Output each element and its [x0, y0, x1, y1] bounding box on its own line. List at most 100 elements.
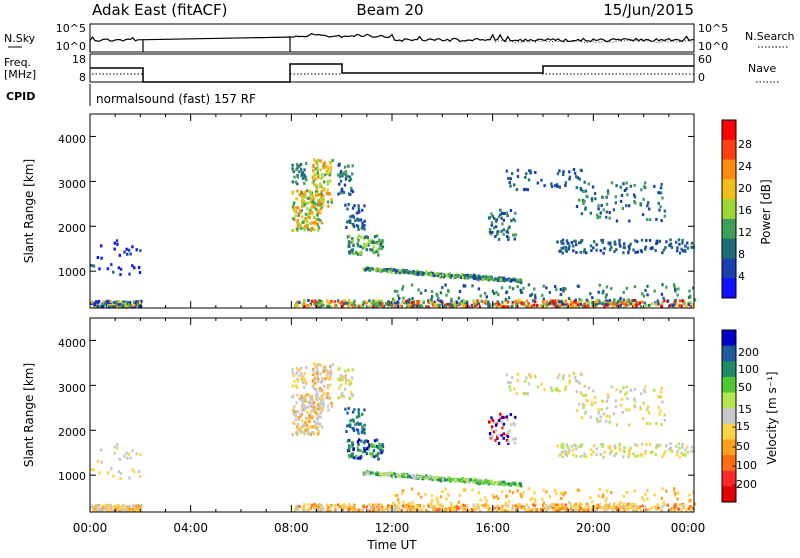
velocity-pixel-1622: [476, 503, 479, 507]
power-pixel-110: [317, 228, 320, 232]
power-pixel-784: [678, 251, 682, 255]
velocity-pixel-1593: [493, 506, 496, 510]
velocity-pixel-524: [425, 474, 428, 478]
power-pixel-1003: [562, 173, 565, 177]
velocity-pixel-348: [363, 448, 366, 452]
velocity-pixel-870: [664, 450, 667, 454]
velocity-pixel-1244: [348, 502, 351, 506]
velocity-pixel-1421: [381, 506, 384, 510]
power-pixel-720: [341, 172, 344, 176]
power-pixel-1600: [587, 304, 590, 308]
power-pixel-149: [319, 211, 322, 215]
velocity-pixel-765: [494, 439, 497, 442]
power-pixel-1526: [363, 300, 366, 304]
power-pixel-516: [459, 276, 463, 280]
velocity-pixel-1090: [110, 508, 113, 512]
power-pixel-1720: [564, 287, 567, 291]
velocity-pixel-1641: [475, 507, 478, 511]
velocity-pixel-209: [328, 396, 331, 400]
velocity-pixel-271: [373, 455, 376, 459]
velocity-pixel-1698: [98, 471, 101, 475]
velocity-pixel-344: [348, 455, 351, 459]
power-pixel-909: [605, 210, 608, 214]
power-pixel-947: [591, 185, 595, 189]
velocity-pixel-1367: [515, 508, 518, 512]
power-pixel-1117: [133, 305, 136, 309]
velocity-panel: Slant Range [km] 4000 3000 2000 1000 200…: [22, 317, 779, 513]
velocity-pixel-873: [640, 454, 643, 458]
velocity-pixel-1804: [554, 489, 557, 492]
velocity-pixel-1695: [126, 456, 129, 460]
velocity-pixel-1417: [571, 509, 575, 513]
power-pixel-325: [348, 244, 351, 248]
velocity-pixel-1178: [138, 505, 142, 509]
power-pixel-1109: [120, 305, 123, 309]
station-title: Adak East (fitACF): [92, 1, 227, 19]
velocity-pixel-1534: [359, 508, 363, 512]
power-pixel-329: [363, 242, 366, 246]
velocity-pixel-1031: [576, 380, 580, 384]
power-pixel-763: [500, 216, 503, 220]
velocity-pixel-1185: [645, 508, 648, 512]
power-pixel-772: [514, 211, 517, 215]
power-pixel-1786: [622, 298, 625, 302]
velocity-pixel-969: [625, 385, 628, 389]
power-pixel-645: [454, 273, 458, 277]
velocity-pixel-252: [301, 375, 304, 379]
velocity-pixel-859: [610, 449, 613, 453]
power-pixel-1675: [595, 300, 598, 304]
power-pixel-744: [489, 232, 493, 236]
power-pixel-1823: [646, 284, 649, 288]
power-pixel-146: [317, 210, 320, 214]
velocity-pixel-958: [639, 407, 642, 411]
power-pixel-1612: [384, 302, 388, 306]
power-pixel-14: [320, 205, 324, 209]
velocity-pixel-1403: [442, 509, 445, 513]
velocity-pixel-1790: [605, 489, 609, 493]
velocity-pixel-1643: [412, 508, 415, 512]
power-pixel-1758: [491, 289, 495, 293]
velocity-pixel-157: [320, 396, 323, 400]
power-pixel-1483: [448, 302, 451, 306]
power-cbar-label: Power [dB]: [759, 179, 773, 244]
velocity-pixel-532: [421, 476, 424, 480]
power-pixel-764: [497, 215, 501, 219]
velocity-ytick-marks: [90, 339, 694, 476]
power-pixel-271: [373, 251, 376, 255]
power-pixel-1225: [400, 305, 403, 308]
velocity-pixel-1596: [633, 502, 637, 506]
velocity-pixel-1731: [633, 489, 637, 493]
velocity-pixel-470: [484, 478, 488, 482]
power-pixel-111: [311, 212, 314, 216]
power-pixel-217: [320, 184, 324, 188]
power-pixel-1178: [138, 301, 142, 305]
velocity-pixel-999: [575, 390, 578, 394]
velocity-pixel-1722: [641, 496, 644, 500]
velocity-pixel-1442: [372, 507, 375, 511]
beam-title: Beam 20: [356, 1, 423, 19]
power-pixel-1111: [140, 299, 143, 303]
power-pixel-1563: [656, 299, 660, 303]
freq-tick-low: 8: [79, 71, 86, 84]
velocity-pixel-627: [464, 477, 467, 481]
velocity-pixel-749: [512, 421, 515, 425]
power-pixel-277: [348, 242, 351, 246]
power-pixel-230: [316, 168, 319, 172]
power-pixel-471: [473, 273, 476, 277]
power-pixel-1812: [436, 294, 439, 298]
power-pixel-310: [375, 234, 379, 238]
velocity-pixel-1664: [608, 506, 612, 510]
power-pixel-945: [658, 208, 661, 212]
power-cbar-tick-4: 4: [738, 270, 745, 283]
power-pixel-1730: [497, 293, 500, 297]
velocity-pixel-1029: [543, 388, 546, 392]
velocity-pixel-1246: [387, 504, 390, 508]
velocity-pixel-235: [324, 377, 327, 381]
power-pixel-995: [515, 188, 519, 192]
power-pixel-238: [326, 166, 329, 170]
power-pixel-304: [346, 245, 350, 249]
velocity-pixel-709: [349, 390, 353, 394]
velocity-pixel-66: [312, 432, 316, 436]
power-pixel-1377: [433, 300, 436, 304]
velocity-pixel-1758: [491, 493, 495, 497]
